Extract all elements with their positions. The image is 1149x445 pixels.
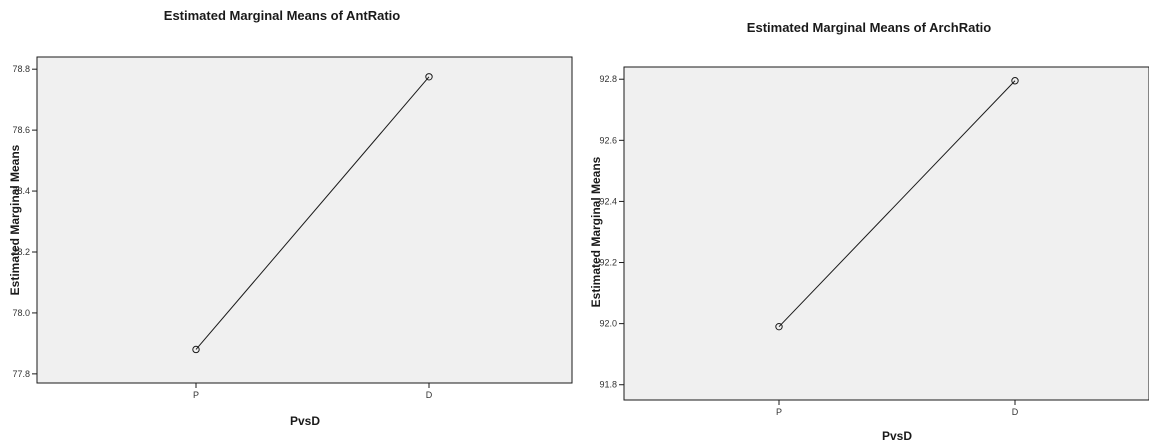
- chart-antratio: Estimated Marginal Means of AntRatio 77.…: [8, 8, 573, 428]
- y-tick-label: 91.8: [599, 380, 617, 390]
- x-tick-label: D: [1012, 407, 1019, 417]
- y-tick-label: 92.2: [599, 258, 617, 268]
- x-tick-label: D: [426, 390, 433, 400]
- y-axis-title: Estimated Marginal Means: [8, 144, 22, 295]
- series-line: [195, 76, 430, 350]
- y-tick-label: 78.0: [12, 308, 30, 318]
- y-axis: 77.8 78.0 78.2 78.4 78.6 78.8: [12, 64, 37, 379]
- x-axis-title: PvsD: [882, 429, 912, 443]
- chart-title: Estimated Marginal Means of ArchRatio: [747, 20, 991, 35]
- y-tick-label: 92.6: [599, 135, 617, 145]
- y-tick-label: 78.2: [12, 247, 30, 257]
- data-point: [192, 345, 200, 354]
- x-axis-title: PvsD: [290, 414, 320, 428]
- plot-area: [623, 66, 1149, 401]
- y-tick-label: 78.8: [12, 64, 30, 74]
- data-point: [1011, 77, 1019, 85]
- y-tick-label: 78.4: [12, 186, 30, 196]
- data-point: [775, 322, 783, 331]
- x-tick-label: P: [776, 407, 782, 417]
- plot-area: [36, 56, 573, 384]
- y-tick-label: 92.4: [599, 196, 617, 206]
- data-point: [425, 73, 433, 81]
- y-tick-label: 77.8: [12, 369, 30, 379]
- y-tick-label: 92.8: [599, 74, 617, 84]
- chart-archratio: Estimated Marginal Means of ArchRatio 91…: [589, 20, 1149, 443]
- y-axis: 91.8 92.0 92.2 92.4 92.6 92.8: [599, 74, 624, 390]
- x-tick-label: P: [193, 390, 199, 400]
- y-tick-label: 92.0: [599, 319, 617, 329]
- chart-title: Estimated Marginal Means of AntRatio: [164, 8, 400, 23]
- y-axis-title: Estimated Marginal Means: [589, 156, 603, 307]
- series-group: [192, 73, 433, 354]
- series-line: [778, 80, 1016, 328]
- y-tick-label: 78.6: [12, 125, 30, 135]
- series-group: [775, 77, 1019, 331]
